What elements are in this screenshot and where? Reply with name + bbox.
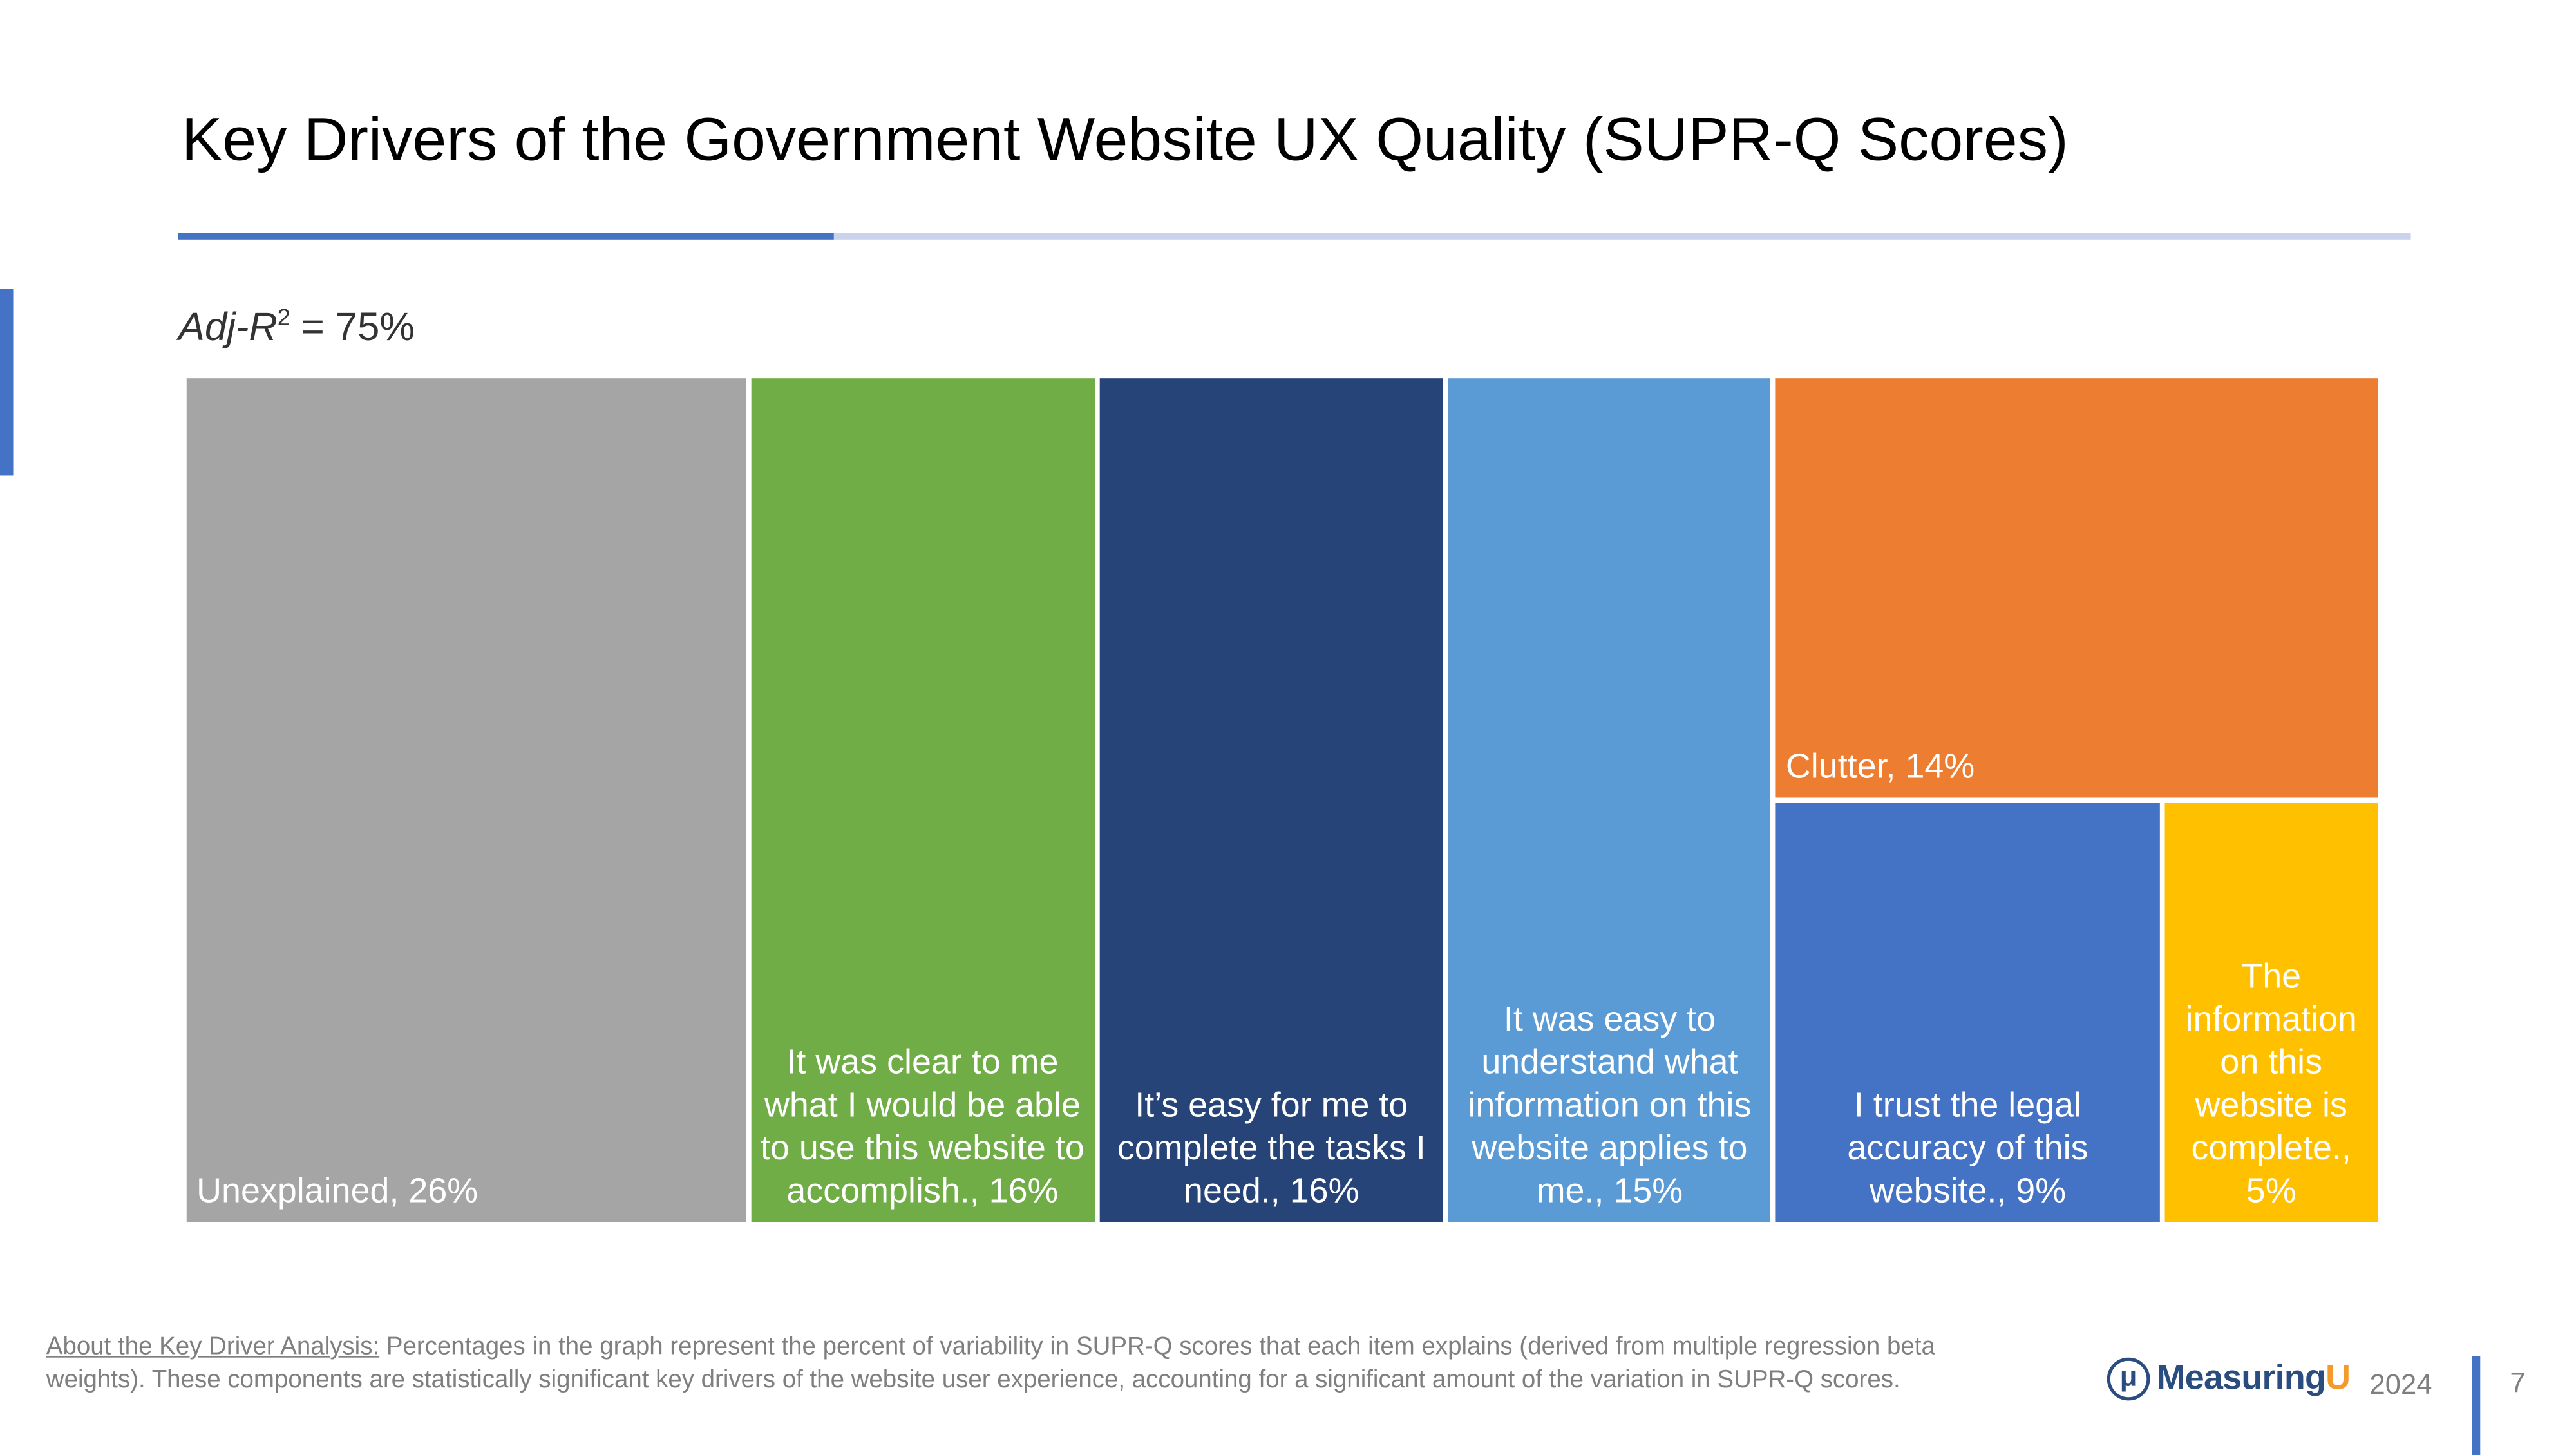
page-number-divider [2472, 1356, 2481, 1455]
adj-r2-value: = 75% [290, 305, 415, 350]
treemap-cell-label: I trust the legal accuracy of this websi… [1847, 1087, 2088, 1211]
adj-r2-label: Adj-R2 = 75% [178, 304, 415, 352]
footer-note-heading: About the Key Driver Analysis: [46, 1333, 380, 1361]
treemap-cell: Unexplained, 26% [186, 378, 746, 1222]
treemap-cell-label: It was easy to understand what informati… [1468, 1000, 1752, 1211]
treemap-cell-label: Unexplained, 26% [196, 1172, 478, 1211]
treemap-cell-label: The information on this website is compl… [2185, 958, 2357, 1211]
adj-r2-superscript: 2 [277, 303, 290, 330]
treemap-cell: Clutter, 14% [1776, 378, 2378, 798]
logo-wordmark: MeasuringU [2156, 1359, 2351, 1398]
treemap-cell-label: It’s easy for me to complete the tasks I… [1117, 1087, 1426, 1211]
treemap-cell: The information on this website is compl… [2164, 803, 2378, 1222]
footer-year: 2024 [2369, 1369, 2432, 1401]
treemap-cell-label: Clutter, 14% [1785, 748, 1975, 786]
footer-note: About the Key Driver Analysis: Percentag… [46, 1331, 2028, 1398]
measuringu-logo: μ MeasuringU [2107, 1357, 2351, 1401]
treemap-cell: I trust the legal accuracy of this websi… [1776, 803, 2160, 1222]
treemap-cell: It’s easy for me to complete the tasks I… [1099, 378, 1444, 1222]
treemap-cell-label: It was clear to me what I would be able … [761, 1043, 1084, 1211]
treemap-chart: Unexplained, 26% It was clear to me what … [186, 378, 2378, 1222]
title-rule-accent [178, 233, 834, 240]
mu-logo-icon: μ [2107, 1357, 2150, 1401]
side-accent-bar [0, 289, 14, 476]
page-title: Key Drivers of the Government Website UX… [182, 106, 2069, 174]
adj-r2-text: Adj-R [178, 305, 278, 350]
page-number: 7 [2510, 1367, 2526, 1399]
footer-note-body: Percentages in the graph represent the p… [46, 1333, 1935, 1394]
treemap-cell: It was clear to me what I would be able … [750, 378, 1095, 1222]
title-rule [833, 233, 2411, 240]
treemap-cell: It was easy to understand what informati… [1448, 378, 1771, 1222]
